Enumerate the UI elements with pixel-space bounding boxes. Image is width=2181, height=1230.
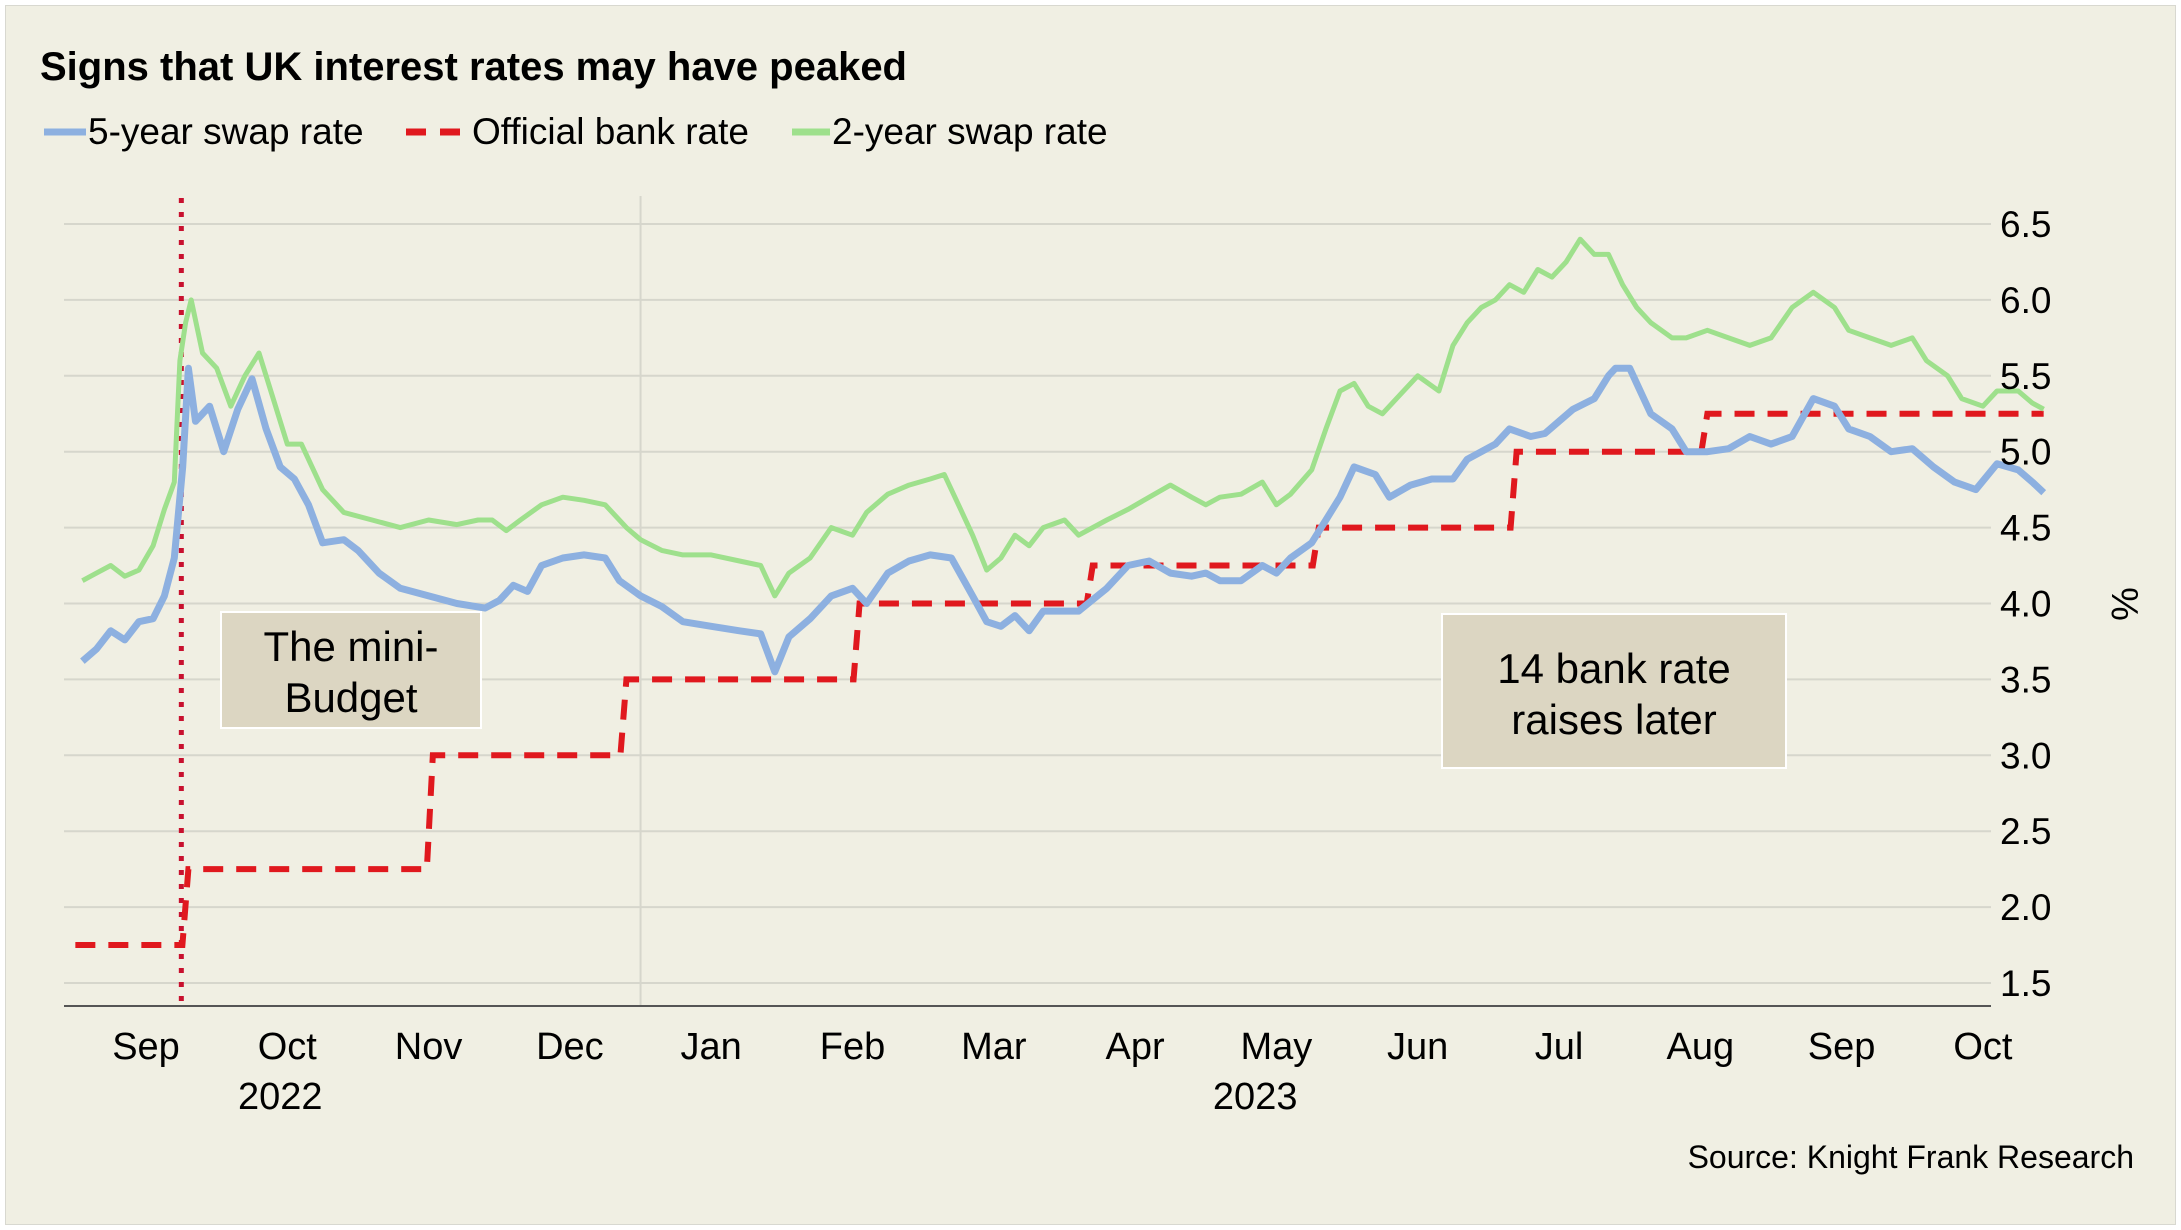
- y-tick-label: 4.5: [2000, 508, 2051, 549]
- annotation-box: [220, 611, 482, 729]
- x-tick-label: May: [1241, 1026, 1313, 1068]
- legend-label-bank: Official bank rate: [472, 111, 749, 152]
- y-tick-label: 5.5: [2000, 356, 2051, 397]
- chart-canvas: Signs that UK interest rates may have pe…: [40, 45, 2145, 1175]
- x-tick-label: Sep: [1808, 1026, 1876, 1068]
- x-year-label: 2022: [238, 1076, 323, 1118]
- y-tick-label: 5.0: [2000, 432, 2051, 473]
- x-tick-label: Dec: [536, 1026, 604, 1068]
- x-year-label: 2023: [1213, 1076, 1298, 1118]
- annotation-line: The mini-: [263, 623, 438, 670]
- annotation-line: Budget: [284, 674, 417, 721]
- y-tick-label: 4.0: [2000, 584, 2051, 625]
- series-line-2y-swap: [81, 236, 2045, 599]
- y-tick-label: 3.5: [2000, 659, 2051, 700]
- x-tick-label: Sep: [112, 1026, 180, 1068]
- y-tick-label: 6.5: [2000, 204, 2051, 245]
- legend-label-2y: 2-year swap rate: [832, 111, 1108, 152]
- chart-frame: Signs that UK interest rates may have pe…: [5, 5, 2176, 1225]
- annotation-line: 14 bank rate: [1497, 645, 1731, 692]
- y-axis-ticks: 6.5 6.0 5.5 5.0 4.5 4.0 3.5 3.0 2.5 2.0 1.5: [2000, 204, 2051, 1004]
- series-layer: [75, 236, 2047, 949]
- x-tick-label: Feb: [820, 1026, 885, 1068]
- x-tick-label: Aug: [1666, 1026, 1734, 1068]
- legend: 5-year swap rate Official bank rate 2-ye…: [44, 111, 1108, 152]
- x-tick-label: Jul: [1535, 1026, 1584, 1068]
- y-tick-label: 6.0: [2000, 280, 2051, 321]
- chart-title: Signs that UK interest rates may have pe…: [40, 45, 907, 89]
- x-tick-label: Mar: [961, 1026, 1027, 1068]
- x-tick-label: Nov: [395, 1026, 463, 1068]
- y-axis-label: %: [2103, 587, 2145, 621]
- x-tick-label: Oct: [258, 1026, 318, 1068]
- legend-label-5y: 5-year swap rate: [88, 111, 364, 152]
- x-axis-ticks: Sep Oct Nov Dec Jan Feb Mar Apr May Jun Jul Aug Sep O…: [112, 1026, 2013, 1118]
- y-tick-label: 3.0: [2000, 735, 2051, 776]
- annotation-mini-budget: The mini- Budget: [220, 611, 482, 729]
- annotation-box: [1441, 613, 1787, 769]
- x-tick-label: Jun: [1387, 1026, 1448, 1068]
- x-tick-label: Apr: [1106, 1026, 1165, 1068]
- y-tick-label: 2.0: [2000, 887, 2051, 928]
- x-tick-label: Jan: [681, 1026, 742, 1068]
- y-tick-label: 1.5: [2000, 963, 2051, 1004]
- source-note: Source: Knight Frank Research: [1688, 1139, 2134, 1175]
- annotation-rate-raises: 14 bank rate raises later: [1441, 613, 1787, 769]
- series-line-5y-swap: [80, 364, 2047, 676]
- y-tick-label: 2.5: [2000, 811, 2051, 852]
- x-tick-label: Oct: [1953, 1026, 2013, 1068]
- annotation-line: raises later: [1511, 696, 1716, 743]
